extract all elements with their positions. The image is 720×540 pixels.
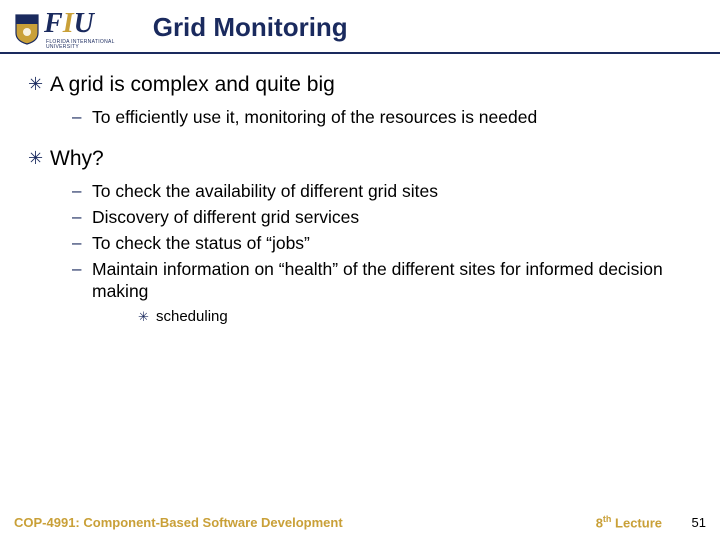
footer-lecture: 8th Lecture [596, 514, 662, 530]
bullet-text: A grid is complex and quite big [50, 72, 335, 98]
bullet-text: To check the status of “jobs” [92, 232, 310, 254]
dash-icon: – [72, 206, 92, 228]
logo-subtitle-2: UNIVERSITY [46, 45, 115, 50]
lecture-number: 8 [596, 515, 603, 530]
slide-footer: COP-4991: Component-Based Software Devel… [0, 514, 720, 530]
bullet-lvl2: – To check the status of “jobs” [72, 232, 692, 254]
asterisk-icon: ✳ [28, 146, 50, 170]
slide-body: ✳ A grid is complex and quite big – To e… [0, 54, 720, 326]
university-logo: F I U FLORIDA INTERNATIONAL UNIVERSITY [14, 8, 115, 50]
bullet-text: To efficiently use it, monitoring of the… [92, 106, 537, 128]
dash-icon: – [72, 180, 92, 202]
logo-letter-i: I [63, 8, 74, 40]
slide-number: 51 [692, 515, 706, 530]
slide-title: Grid Monitoring [153, 12, 348, 47]
asterisk-icon: ✳ [138, 308, 156, 326]
bullet-text: Why? [50, 146, 104, 172]
bullet-lvl2: – Maintain information on “health” of th… [72, 258, 692, 302]
bullet-lvl2: – To efficiently use it, monitoring of t… [72, 106, 692, 128]
bullet-lvl1: ✳ A grid is complex and quite big [28, 72, 692, 98]
asterisk-icon: ✳ [28, 72, 50, 96]
bullet-lvl2: – To check the availability of different… [72, 180, 692, 202]
bullet-lvl2: – Discovery of different grid services [72, 206, 692, 228]
dash-icon: – [72, 106, 92, 128]
dash-icon: – [72, 258, 92, 280]
logo-letter-f: F [44, 8, 63, 40]
bullet-lvl3: ✳ scheduling [138, 308, 692, 326]
lecture-word: Lecture [611, 515, 662, 530]
logo-letters: F I U [44, 8, 115, 40]
logo-letter-u: U [74, 8, 94, 40]
dash-icon: – [72, 232, 92, 254]
slide-header: F I U FLORIDA INTERNATIONAL UNIVERSITY G… [0, 0, 720, 54]
footer-course: COP-4991: Component-Based Software Devel… [14, 515, 343, 530]
bullet-text: Discovery of different grid services [92, 206, 359, 228]
bullet-text: Maintain information on “health” of the … [92, 258, 692, 302]
bullet-text: To check the availability of different g… [92, 180, 438, 202]
shield-icon [14, 13, 40, 45]
bullet-lvl1: ✳ Why? [28, 146, 692, 172]
bullet-text: scheduling [156, 308, 228, 326]
